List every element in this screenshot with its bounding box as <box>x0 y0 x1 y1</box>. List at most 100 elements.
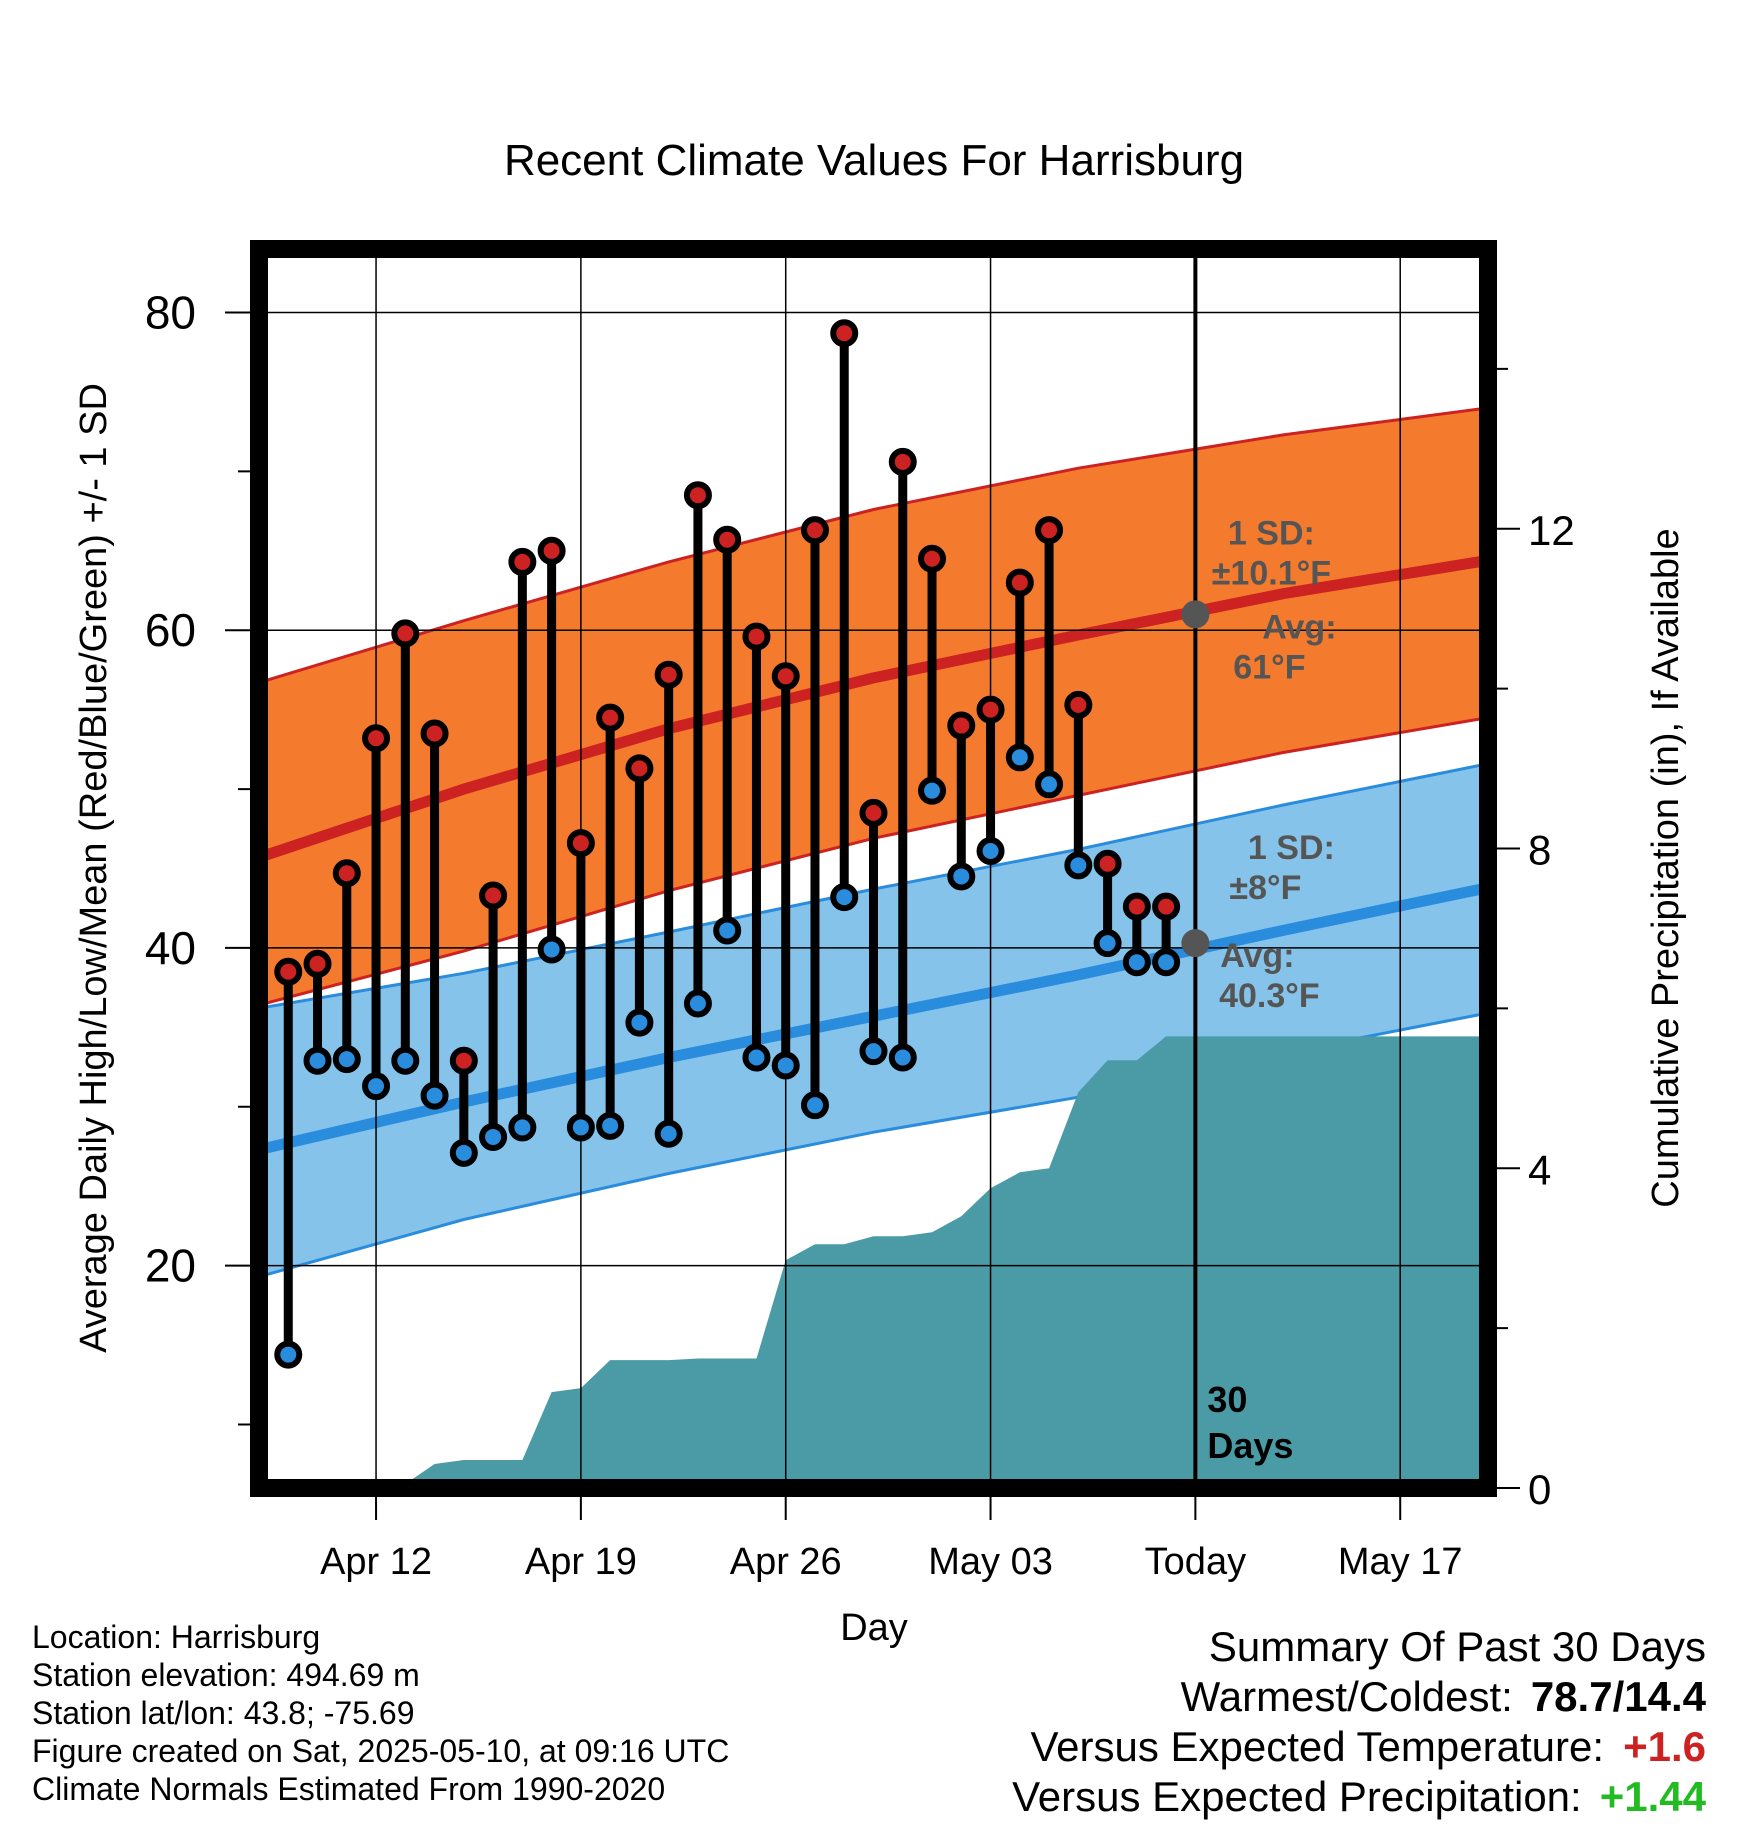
x-tick-label: Apr 12 <box>320 1541 432 1583</box>
high-sd-value: ±10.1°F <box>1212 554 1331 592</box>
high-point <box>947 711 976 740</box>
x-tick-label: Apr 19 <box>525 1541 637 1583</box>
low-point <box>1152 948 1181 977</box>
low-point <box>1122 948 1151 977</box>
high-point <box>479 881 508 910</box>
location-text: Location: Harrisburg <box>32 1619 321 1655</box>
summary-panel: Summary Of Past 30 Days Warmest/Coldest:… <box>1012 1622 1706 1822</box>
high-point <box>1035 516 1064 545</box>
low-point <box>625 1008 654 1037</box>
x-tick-label: May 03 <box>928 1541 1053 1583</box>
low-point <box>537 935 566 964</box>
low-point <box>1064 851 1093 880</box>
high-normal-line <box>259 554 1488 863</box>
precip-area <box>259 1036 1488 1488</box>
low-point <box>1093 929 1122 958</box>
low-point <box>449 1138 478 1167</box>
low-point <box>508 1113 537 1142</box>
high-point <box>1093 849 1122 878</box>
high-point <box>918 544 947 573</box>
elevation-text: Station elevation: 494.69 m <box>32 1657 420 1693</box>
x-axis-label: Day <box>840 1607 908 1649</box>
low-avg-label: Avg: <box>1220 937 1294 975</box>
high-point <box>391 619 420 648</box>
high-avg-label: Avg: <box>1262 608 1336 646</box>
y-tick-label: 20 <box>145 1240 196 1292</box>
low-point <box>713 916 742 945</box>
high-point <box>332 859 361 888</box>
low-point <box>303 1046 332 1075</box>
low-point <box>391 1046 420 1075</box>
high-point <box>1064 690 1093 719</box>
x-tick-label: Today <box>1145 1541 1246 1583</box>
precip-label: Versus Expected Precipitation: <box>1012 1773 1582 1820</box>
high-point <box>800 516 829 545</box>
low-point <box>362 1072 391 1101</box>
high-avg-dot <box>1181 600 1210 629</box>
low-point <box>683 989 712 1018</box>
y2-tick-label: 8 <box>1528 827 1551 874</box>
low-point <box>420 1081 449 1110</box>
x-tick-label: May 17 <box>1338 1541 1463 1583</box>
summary-temp: Versus Expected Temperature: +1.6 <box>1012 1722 1706 1772</box>
high-point <box>362 724 391 753</box>
high-point <box>859 798 888 827</box>
summary-warm-cold: Warmest/Coldest: 78.7/14.4 <box>1012 1672 1706 1722</box>
high-sd-label: 1 SD: <box>1228 514 1315 552</box>
low-point <box>654 1119 683 1148</box>
high-point <box>830 319 859 348</box>
low-point <box>332 1045 361 1074</box>
low-point <box>596 1111 625 1140</box>
high-point <box>683 481 712 510</box>
low-point <box>1035 770 1064 799</box>
high-point <box>566 829 595 858</box>
normals-text: Climate Normals Estimated From 1990-2020 <box>32 1771 666 1807</box>
high-point <box>742 622 771 651</box>
high-point <box>537 536 566 565</box>
low-point <box>888 1043 917 1072</box>
warm-cold-label: Warmest/Coldest: <box>1180 1673 1513 1720</box>
low-point <box>830 883 859 912</box>
low-point <box>947 862 976 891</box>
station-info: Location: Harrisburg Station elevation: … <box>32 1618 729 1808</box>
chart-title: Recent Climate Values For Harrisburg <box>504 136 1244 185</box>
low-avg-dot <box>1181 929 1210 958</box>
high-point <box>274 957 303 986</box>
y-axis-label: Average Daily High/Low/Mean (Red/Blue/Gr… <box>73 383 115 1353</box>
low-sd-label: 1 SD: <box>1248 829 1335 867</box>
high-point <box>888 447 917 476</box>
summary-heading: Summary Of Past 30 Days <box>1208 1623 1706 1670</box>
high-point <box>1152 892 1181 921</box>
axes <box>225 311 1520 1520</box>
low-point <box>274 1340 303 1369</box>
y-tick-label: 60 <box>145 604 196 656</box>
low-point <box>918 776 947 805</box>
y2-axis-label: Cumulative Precipitation (in), If Availa… <box>1645 528 1687 1207</box>
high-avg-value: 61°F <box>1233 648 1305 686</box>
low-point <box>859 1037 888 1066</box>
low-point <box>742 1043 771 1072</box>
y2-tick-label: 4 <box>1528 1146 1551 1193</box>
created-text: Figure created on Sat, 2025-05-10, at 09… <box>32 1733 730 1769</box>
y2-tick-label: 12 <box>1528 507 1575 554</box>
high-point <box>1122 892 1151 921</box>
low-sd-value: ±8°F <box>1229 869 1301 907</box>
high-point <box>654 660 683 689</box>
y2-tick-label: 0 <box>1528 1466 1551 1513</box>
high-point <box>449 1046 478 1075</box>
plot-frame <box>250 240 1497 1497</box>
high-point <box>713 525 742 554</box>
low-point <box>566 1113 595 1142</box>
low-point <box>976 837 1005 866</box>
window-label: 30 <box>1207 1379 1247 1420</box>
high-point <box>771 662 800 691</box>
high-point <box>1005 568 1034 597</box>
low-avg-value: 40.3°F <box>1219 977 1320 1015</box>
precip-value: +1.44 <box>1599 1773 1706 1820</box>
high-point <box>625 754 654 783</box>
high-sd-band <box>259 407 1488 1006</box>
low-point <box>800 1091 829 1120</box>
low-point <box>771 1051 800 1080</box>
